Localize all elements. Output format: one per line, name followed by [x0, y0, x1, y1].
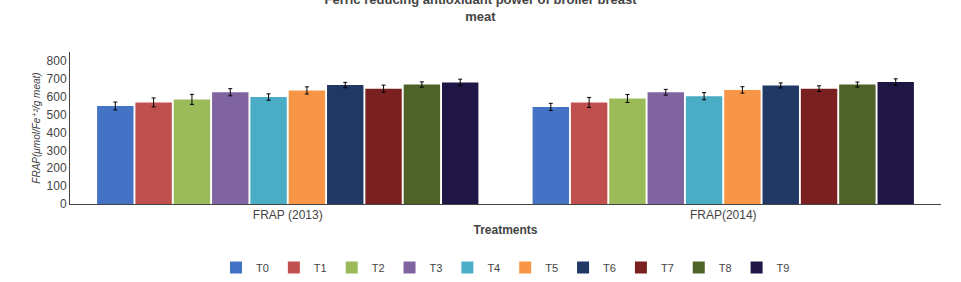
svg-text:600: 600 [47, 90, 67, 104]
svg-text:700: 700 [47, 72, 67, 86]
svg-text:T3: T3 [430, 262, 443, 274]
svg-text:FRAP(μmol/Fe⁺²/g meat): FRAP(μmol/Fe⁺²/g meat) [31, 72, 42, 183]
svg-text:0: 0 [60, 197, 67, 211]
svg-text:100: 100 [47, 179, 67, 193]
svg-text:500: 500 [47, 108, 67, 122]
svg-text:FRAP(2014): FRAP(2014) [690, 208, 757, 222]
svg-text:T8: T8 [719, 262, 732, 274]
svg-text:FRAP (2013): FRAP (2013) [253, 208, 323, 222]
svg-text:T6: T6 [603, 262, 616, 274]
svg-text:300: 300 [47, 144, 67, 158]
svg-text:T0: T0 [256, 262, 269, 274]
svg-text:T9: T9 [777, 262, 790, 274]
svg-text:T4: T4 [487, 262, 500, 274]
svg-text:T1: T1 [314, 262, 327, 274]
svg-text:T5: T5 [545, 262, 558, 274]
svg-text:Treatments: Treatments [473, 223, 537, 237]
svg-text:T2: T2 [372, 262, 385, 274]
svg-text:400: 400 [47, 126, 67, 140]
svg-text:T7: T7 [661, 262, 674, 274]
svg-text:200: 200 [47, 161, 67, 175]
svg-text:800: 800 [47, 54, 67, 68]
svg-text:Ferric reducing antioxidant po: Ferric reducing antioxidant power of bro… [324, 0, 637, 24]
